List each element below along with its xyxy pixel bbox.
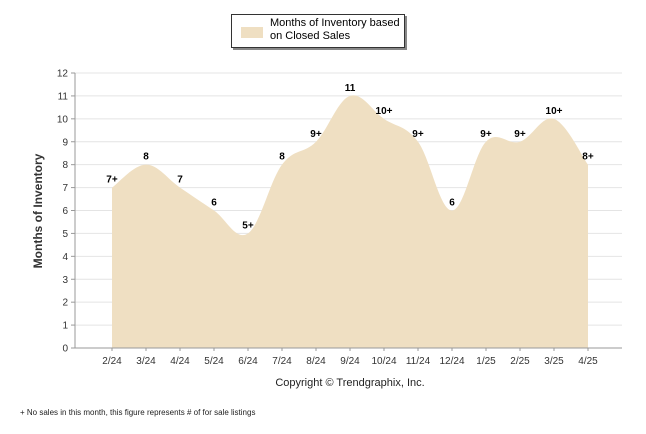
legend: Months of Inventory based on Closed Sale… xyxy=(231,14,405,48)
data-label: 6 xyxy=(211,198,217,209)
x-tick-label: 12/24 xyxy=(439,356,464,367)
area-series xyxy=(112,95,588,349)
data-label: 6 xyxy=(449,198,455,209)
data-label: 8 xyxy=(279,152,285,163)
x-tick-label: 5/24 xyxy=(204,356,224,367)
data-label: 9+ xyxy=(310,129,322,140)
x-tick-label: 3/24 xyxy=(136,356,156,367)
y-tick-label: 9 xyxy=(62,137,68,148)
x-tick-label: 2/24 xyxy=(102,356,122,367)
data-label: 11 xyxy=(345,83,356,94)
y-tick-label: 1 xyxy=(62,321,68,332)
y-tick-label: 4 xyxy=(62,252,68,263)
y-tick-label: 3 xyxy=(62,275,68,286)
data-label: 10+ xyxy=(546,106,563,117)
x-tick-label: 11/24 xyxy=(406,356,431,367)
data-label: 9+ xyxy=(514,129,526,140)
data-label: 8 xyxy=(143,152,149,163)
x-tick-label: 7/24 xyxy=(272,356,292,367)
y-tick-label: 11 xyxy=(58,91,69,102)
copyright: Copyright © Trendgraphix, Inc. xyxy=(275,377,425,389)
y-tick-label: 10 xyxy=(57,114,69,125)
y-tick-label: 12 xyxy=(57,69,69,80)
y-tick-label: 0 xyxy=(62,344,68,355)
data-label: 7+ xyxy=(106,175,118,186)
legend-swatch xyxy=(241,27,263,38)
legend-label: Months of Inventory based on Closed Sale… xyxy=(270,17,400,42)
y-tick-label: 5 xyxy=(62,229,68,240)
x-tick-label: 2/25 xyxy=(510,356,530,367)
x-tick-label: 9/24 xyxy=(340,356,360,367)
y-tick-label: 6 xyxy=(62,206,68,217)
y-tick-label: 7 xyxy=(62,183,68,194)
data-label: 10+ xyxy=(376,106,393,117)
footnote: + No sales in this month, this figure re… xyxy=(20,408,256,417)
data-label: 5+ xyxy=(242,220,254,231)
x-tick-label: 6/24 xyxy=(238,356,258,367)
x-tick-label: 3/25 xyxy=(544,356,564,367)
x-tick-label: 8/24 xyxy=(306,356,326,367)
data-label: 8+ xyxy=(582,152,594,163)
x-tick-label: 1/25 xyxy=(476,356,496,367)
x-tick-label: 10/24 xyxy=(371,356,396,367)
data-label: 9+ xyxy=(480,129,492,140)
y-tick-label: 8 xyxy=(62,160,68,171)
data-label: 9+ xyxy=(412,129,424,140)
x-tick-label: 4/25 xyxy=(578,356,598,367)
y-axis-title: Months of Inventory xyxy=(31,153,45,268)
x-tick-label: 4/24 xyxy=(170,356,190,367)
y-tick-label: 2 xyxy=(62,298,68,309)
data-label: 7 xyxy=(177,175,183,186)
